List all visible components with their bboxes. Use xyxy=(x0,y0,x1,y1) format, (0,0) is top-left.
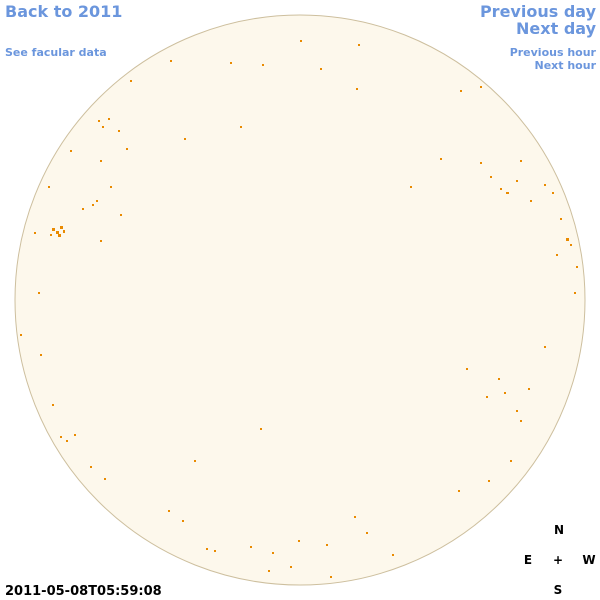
compass-center: + xyxy=(553,553,563,567)
previous-hour-link[interactable]: Previous hour xyxy=(510,46,597,59)
previous-day-link[interactable]: Previous day xyxy=(480,2,597,21)
compass-east: E xyxy=(524,553,532,567)
compass-west: W xyxy=(582,553,595,567)
compass-north: N xyxy=(554,523,564,537)
facular-link[interactable]: See facular data xyxy=(5,46,107,59)
facular-points xyxy=(20,40,578,578)
solar-disk xyxy=(14,14,586,586)
compass-south: S xyxy=(554,583,563,597)
back-link[interactable]: Back to 2011 xyxy=(5,2,122,21)
next-day-link[interactable]: Next day xyxy=(516,19,597,38)
next-hour-link[interactable]: Next hour xyxy=(535,59,597,72)
timestamp: 2011-05-08T05:59:08 xyxy=(5,584,162,599)
